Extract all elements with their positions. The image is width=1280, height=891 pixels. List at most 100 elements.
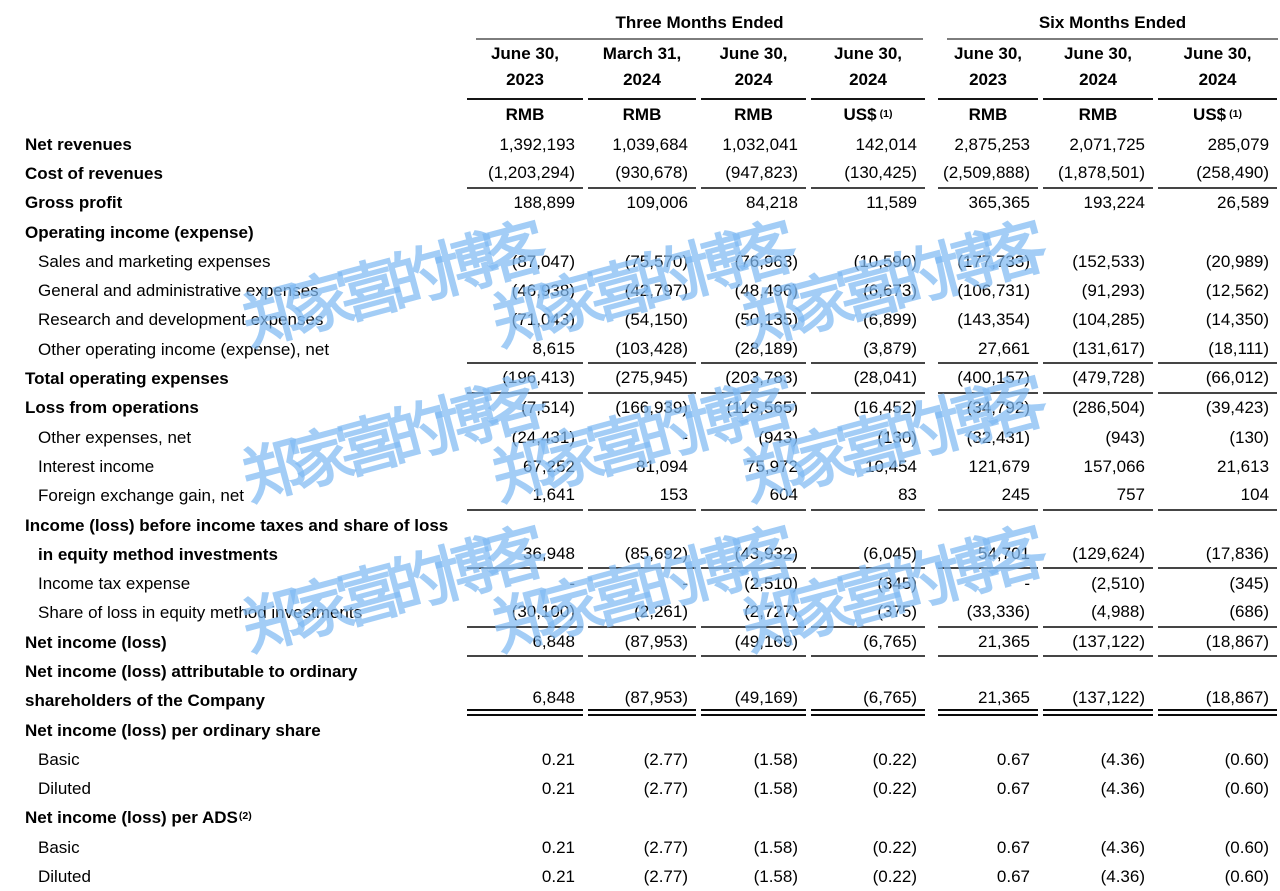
- date-header-gap: [925, 40, 933, 100]
- row-label-text: Net income (loss) attributable to ordina…: [25, 661, 358, 681]
- value-cell: 75,972: [696, 452, 806, 481]
- currency-header-cell: RMB: [583, 100, 696, 130]
- cell-value: (943): [758, 427, 798, 447]
- value-cell: (18,867): [1153, 628, 1280, 658]
- table-row: General and administrative expenses (46,9…: [0, 276, 1280, 305]
- cell-value: [467, 511, 583, 540]
- value-cell: 0.21: [462, 862, 583, 891]
- value-cell: [806, 218, 925, 247]
- row-label-cell: Net income (loss) per ADS (2): [0, 804, 462, 833]
- cell-value: (275,945): [588, 364, 696, 394]
- value-cell: (49,169): [696, 628, 806, 658]
- cell-value: (2.77): [643, 867, 688, 887]
- cell-value: (6,899): [863, 310, 917, 330]
- currency-header-cell: US$ (1): [806, 100, 925, 130]
- cell-value: (0.22): [872, 837, 917, 857]
- cell-value: (87,953): [588, 628, 696, 658]
- value-cell: (152,533): [1038, 247, 1153, 276]
- currency-header-cell: RMB: [696, 100, 806, 130]
- row-label: Income tax expense: [0, 569, 462, 598]
- value-cell: [583, 511, 696, 540]
- row-label-cell: Share of loss in equity method investmen…: [0, 599, 462, 628]
- value-cell: [1153, 716, 1280, 745]
- value-cell: 6,848: [462, 628, 583, 658]
- table-row: Net revenues 1,392,193 1,039,684 1,032,041 1…: [0, 130, 1280, 159]
- cell-value: (6,045): [811, 540, 925, 570]
- cell-value: 21,365: [938, 628, 1038, 658]
- cell-value: [588, 218, 696, 247]
- cell-value: (76,963): [734, 251, 798, 271]
- date-header-cell: June 30, 2024: [1153, 40, 1280, 100]
- cell-value: (87,047): [511, 251, 575, 271]
- cell-value: (2,509,888): [938, 159, 1038, 189]
- row-gap-cell: [925, 159, 933, 188]
- row-label-cell: Net income (loss): [0, 628, 462, 657]
- value-cell: 121,679: [933, 452, 1038, 481]
- cell-value: 75,972: [746, 456, 798, 476]
- row-label: Income (loss) before income taxes and sh…: [0, 511, 462, 540]
- cell-value: 153: [588, 482, 696, 511]
- value-cell: (39,423): [1153, 394, 1280, 423]
- value-cell: (143,354): [933, 306, 1038, 335]
- cell-value: -: [682, 574, 688, 594]
- cell-value: (130,425): [811, 159, 925, 189]
- value-cell: (1,203,294): [462, 159, 583, 189]
- cell-value: (32,431): [966, 427, 1030, 447]
- cell-value: 27,661: [938, 335, 1038, 365]
- row-gap-cell: [925, 569, 933, 598]
- cell-value: [938, 804, 1038, 833]
- value-cell: (91,293): [1038, 276, 1153, 305]
- value-cell: -: [583, 423, 696, 452]
- cell-value: 8,615: [467, 335, 583, 365]
- cell-value: 84,218: [746, 193, 798, 213]
- cell-value: (10,590): [853, 251, 917, 271]
- row-label-text: Net income (loss) per ordinary share: [25, 720, 321, 740]
- value-cell: [1153, 804, 1280, 833]
- row-label: Net income (loss) attributable to ordina…: [0, 657, 462, 686]
- value-cell: 81,094: [583, 452, 696, 481]
- value-cell: [806, 716, 925, 745]
- cell-value: (0.60): [1224, 779, 1270, 799]
- row-gap-cell: [925, 833, 933, 862]
- date-header-cell: June 30, 2023: [933, 40, 1038, 100]
- cell-value: (85,692): [588, 540, 696, 570]
- value-cell: 0.21: [462, 745, 583, 774]
- cell-value: (143,354): [957, 310, 1030, 330]
- value-cell: (42,797): [583, 276, 696, 305]
- table-row: Total operating expenses (196,413) (275,94…: [0, 364, 1280, 394]
- value-cell: [806, 657, 925, 686]
- row-gap-cell: [925, 335, 933, 364]
- value-cell: 83: [806, 482, 925, 511]
- value-cell: (10,590): [806, 247, 925, 276]
- value-cell: 11,589: [806, 189, 925, 218]
- row-label-cell: Diluted: [0, 862, 462, 891]
- value-cell: -: [933, 569, 1038, 598]
- cell-value: (54,150): [624, 310, 688, 330]
- row-label-text: in equity method investments: [38, 544, 278, 564]
- table-row: Cost of revenues (1,203,294) (930,678) (947…: [0, 159, 1280, 189]
- value-cell: (203,783): [696, 364, 806, 394]
- date-line1: June 30,: [833, 44, 903, 63]
- value-cell: [1038, 657, 1153, 686]
- value-cell: (6,045): [806, 540, 925, 570]
- cell-value: (2,510): [744, 574, 798, 594]
- value-cell: (54,150): [583, 306, 696, 335]
- row-label-text: Basic: [38, 749, 80, 769]
- value-cell: 604: [696, 482, 806, 511]
- currency-header-cell: RMB: [1038, 100, 1153, 130]
- date-line1: March 31,: [602, 44, 682, 63]
- row-label-text: Total operating expenses: [25, 369, 229, 389]
- cell-value: [938, 511, 1038, 540]
- table-row: Income tax expense - - (2,510) (345) - (2,510)…: [0, 569, 1280, 598]
- cell-value: [811, 511, 925, 540]
- table-row: Sales and marketing expenses (87,047) (75,…: [0, 247, 1280, 276]
- cell-value: 6,848: [467, 687, 583, 716]
- value-cell: (16,452): [806, 394, 925, 423]
- value-cell: (2.77): [583, 862, 696, 891]
- value-cell: (2,261): [583, 599, 696, 629]
- cell-value: (177,733): [957, 251, 1030, 271]
- value-cell: 1,641: [462, 482, 583, 511]
- cell-value: 0.21: [541, 749, 575, 769]
- cell-value: -: [569, 574, 575, 594]
- cell-value: (345): [1229, 574, 1270, 594]
